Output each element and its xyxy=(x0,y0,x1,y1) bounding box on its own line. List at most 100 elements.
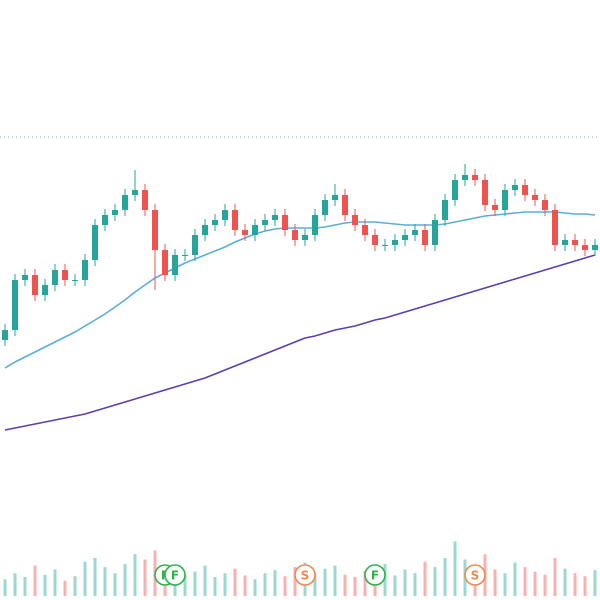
volume-bar xyxy=(103,567,107,596)
candle-body xyxy=(532,195,538,200)
volume-bar xyxy=(123,564,127,596)
volume-bar xyxy=(423,561,427,596)
candle-body xyxy=(402,235,408,240)
volume-bar xyxy=(413,573,417,596)
volume-bar xyxy=(13,573,17,596)
volume-bar xyxy=(213,577,217,596)
volume-bar xyxy=(243,575,247,596)
volume-bar xyxy=(513,562,517,596)
volume-bar xyxy=(503,573,507,596)
candle-body xyxy=(562,240,568,245)
volume-bar xyxy=(573,573,577,596)
candle-body xyxy=(212,220,218,225)
candle-body xyxy=(72,280,78,281)
candle-body xyxy=(12,280,18,330)
event-marker xyxy=(294,564,316,586)
volume-bar xyxy=(313,573,317,596)
candle-body xyxy=(512,185,518,190)
candle-body xyxy=(412,230,418,235)
candle-body xyxy=(252,225,258,235)
volume-bar xyxy=(83,561,87,596)
candle-body xyxy=(282,215,288,230)
event-label: F xyxy=(371,569,379,583)
candle-body xyxy=(312,215,318,235)
candle-body xyxy=(122,195,128,210)
volume-bar xyxy=(93,558,97,596)
volume-bar xyxy=(193,571,197,596)
volume-bar xyxy=(583,576,587,596)
candle-body xyxy=(592,245,598,250)
volume-bar xyxy=(43,574,47,596)
candle-body xyxy=(302,235,308,240)
candle-body xyxy=(432,220,438,245)
candle-body xyxy=(202,225,208,235)
volume-bar xyxy=(383,564,387,596)
volume-bar xyxy=(333,565,337,596)
candle-body xyxy=(142,190,148,210)
candle-body xyxy=(92,225,98,260)
candle-body xyxy=(82,260,88,280)
volume-bar xyxy=(323,568,327,596)
event-label: S xyxy=(301,569,310,583)
volume-bar xyxy=(113,573,117,596)
volume-bar xyxy=(543,574,547,596)
volume-bar xyxy=(293,567,297,596)
candle-body xyxy=(552,210,558,245)
volume-bar xyxy=(433,567,437,596)
volume-bar xyxy=(563,568,567,596)
candle-body xyxy=(492,205,498,210)
volume-bar xyxy=(3,579,7,596)
candle-body xyxy=(52,270,58,285)
candle-body xyxy=(292,230,298,240)
candle-body xyxy=(192,235,198,255)
volume-bar xyxy=(143,559,147,596)
candle-body xyxy=(272,215,278,220)
candle-body xyxy=(422,230,428,245)
volume-bar xyxy=(33,565,37,596)
candle-body xyxy=(222,210,228,220)
volume-bar xyxy=(203,565,207,596)
volume-bar xyxy=(553,558,557,596)
volume-bar xyxy=(73,576,77,596)
candle-body xyxy=(462,175,468,180)
volume-bar xyxy=(453,541,457,596)
candle-body xyxy=(382,245,388,246)
event-label: S xyxy=(471,569,480,583)
volume-bar xyxy=(23,577,27,596)
volume-bar xyxy=(393,575,397,596)
candle-body xyxy=(322,200,328,215)
candle-body xyxy=(542,200,548,210)
event-marker xyxy=(164,564,186,586)
volume-bar xyxy=(343,574,347,596)
candle-body xyxy=(352,215,358,225)
candle-body xyxy=(332,195,338,200)
volume-bar xyxy=(53,569,57,596)
candle-body xyxy=(32,275,38,295)
volume-bar xyxy=(263,573,267,596)
candle-body xyxy=(172,255,178,275)
candle-body xyxy=(262,220,268,225)
candle-body xyxy=(572,240,578,245)
candle-body xyxy=(132,190,138,195)
candle-body xyxy=(472,175,478,180)
candle-body xyxy=(112,210,118,215)
volume-bar xyxy=(223,573,227,596)
candle-body xyxy=(22,275,28,280)
event-marker xyxy=(364,564,386,586)
candle-body xyxy=(162,250,168,275)
volume-bar xyxy=(283,576,287,596)
moving-average xyxy=(4,211,596,369)
candle-body xyxy=(582,245,588,250)
candle-body xyxy=(152,210,158,250)
candle-body xyxy=(362,225,368,235)
candle-body xyxy=(392,240,398,245)
volume-bar xyxy=(363,570,367,596)
candle-body xyxy=(452,180,458,200)
volume-bar xyxy=(523,567,527,596)
candle-body xyxy=(102,215,108,225)
volume-bar xyxy=(593,570,597,596)
volume-bar xyxy=(183,574,187,596)
candle-body xyxy=(372,235,378,245)
candle-body xyxy=(232,210,238,230)
